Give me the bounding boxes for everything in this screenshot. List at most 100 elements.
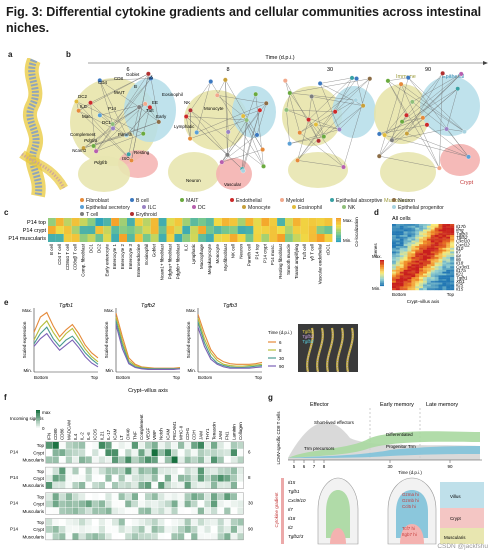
legend-label: Epithelial absorptive <box>336 198 383 204</box>
network-edge <box>131 73 149 161</box>
f-cell <box>79 474 86 482</box>
d-cell <box>426 224 431 227</box>
d-cell <box>411 247 416 250</box>
d-cell <box>434 264 439 267</box>
network-edge <box>446 88 458 130</box>
f-cell <box>118 474 125 482</box>
d-cell <box>426 284 431 287</box>
network-edge <box>426 124 469 157</box>
e-ylabel: Scaled expression <box>104 321 109 358</box>
e-ylabel: Scaled expression <box>186 321 191 358</box>
network-edge <box>323 105 364 137</box>
network-edge <box>242 110 261 171</box>
c-cell <box>261 226 270 234</box>
f-cell <box>158 456 165 464</box>
c-cell <box>174 234 183 242</box>
e-series-line <box>33 319 99 363</box>
d-cell <box>442 249 447 252</box>
d-cell <box>446 257 451 260</box>
d-cell <box>415 286 420 289</box>
d-cell <box>438 246 443 249</box>
f-cell <box>112 518 119 526</box>
f-cell <box>204 467 211 475</box>
g-cytokine: Tgfb2/3 <box>288 534 304 539</box>
e-image-label: Tgfb2 <box>302 334 314 339</box>
network-edge <box>243 110 260 117</box>
d-cell <box>423 258 428 261</box>
f-cell <box>138 533 145 540</box>
f-cell <box>92 449 99 456</box>
f-cell <box>85 449 92 456</box>
c-colorbar-segment <box>336 221 341 223</box>
g-xlabel: Time (d.p.i.) <box>398 470 422 475</box>
f-cell <box>197 533 204 540</box>
d-cell <box>423 227 428 230</box>
d-cell <box>438 280 443 283</box>
d-colorbar-segment <box>380 274 384 276</box>
d-cell <box>446 275 451 278</box>
network-node <box>316 138 321 144</box>
network-edge <box>186 116 191 139</box>
f-cell <box>72 500 79 508</box>
d-cell <box>438 284 443 287</box>
c-column-label: P14 crypt <box>262 243 267 263</box>
d-cell <box>430 269 435 272</box>
c-cell <box>229 226 238 234</box>
f-cell <box>112 467 119 475</box>
f-group-border <box>45 518 244 541</box>
node-label-eosinophil: Eosinophil <box>162 92 183 97</box>
f-cell <box>145 449 152 456</box>
e-series-line <box>197 327 263 369</box>
d-cell <box>419 271 424 274</box>
c-column-label: Transit amplifying <box>294 244 299 280</box>
network-edge <box>391 73 462 141</box>
d-colorbar-segment <box>380 280 384 283</box>
d-cell <box>450 257 455 260</box>
network-node <box>376 131 382 137</box>
network-edge <box>112 106 140 125</box>
network-edge <box>196 81 211 133</box>
d-cell <box>446 227 451 230</box>
network-node <box>81 145 86 151</box>
d-cell <box>450 266 455 269</box>
network-node <box>240 168 246 174</box>
d-cell <box>395 264 400 267</box>
f-cell <box>211 449 218 456</box>
c-cell <box>245 234 254 242</box>
f-cell <box>145 500 152 508</box>
d-cell <box>392 288 397 291</box>
d-colorbar-max: Max. <box>372 254 382 259</box>
network-edge <box>402 117 423 122</box>
d-cell <box>426 273 431 276</box>
d-cell <box>450 227 455 230</box>
network-edge <box>221 103 267 163</box>
panel-label-d: d <box>374 208 379 217</box>
network-edge <box>289 129 340 144</box>
f-column-label: MADCAM <box>66 420 71 440</box>
c-colorbar-max: Max. <box>343 218 353 223</box>
d-cell <box>403 242 408 245</box>
c-cell <box>142 234 151 242</box>
c-cell <box>237 218 246 226</box>
network-node <box>360 103 366 109</box>
e-xtick-top: Top <box>255 375 263 380</box>
d-cell <box>407 229 412 232</box>
c-cell <box>134 218 143 226</box>
c-column-label: Monocyte <box>215 244 220 264</box>
network-node <box>321 134 327 139</box>
network-edge <box>356 78 364 106</box>
d-cell <box>423 255 428 258</box>
network-node <box>389 137 395 143</box>
f-cell <box>52 442 59 449</box>
c-cell <box>308 218 317 226</box>
g-phase-late-memory: Late memory <box>426 402 458 408</box>
d-cell <box>399 262 404 265</box>
d-cell <box>446 236 451 239</box>
f-cell <box>52 507 59 515</box>
d-cell <box>392 227 397 230</box>
d-cell <box>411 229 416 232</box>
panel-b-zone-epithelial: Epithelial <box>442 74 464 80</box>
d-cell <box>407 227 412 230</box>
f-cell <box>72 533 79 540</box>
d-cell <box>415 244 420 247</box>
